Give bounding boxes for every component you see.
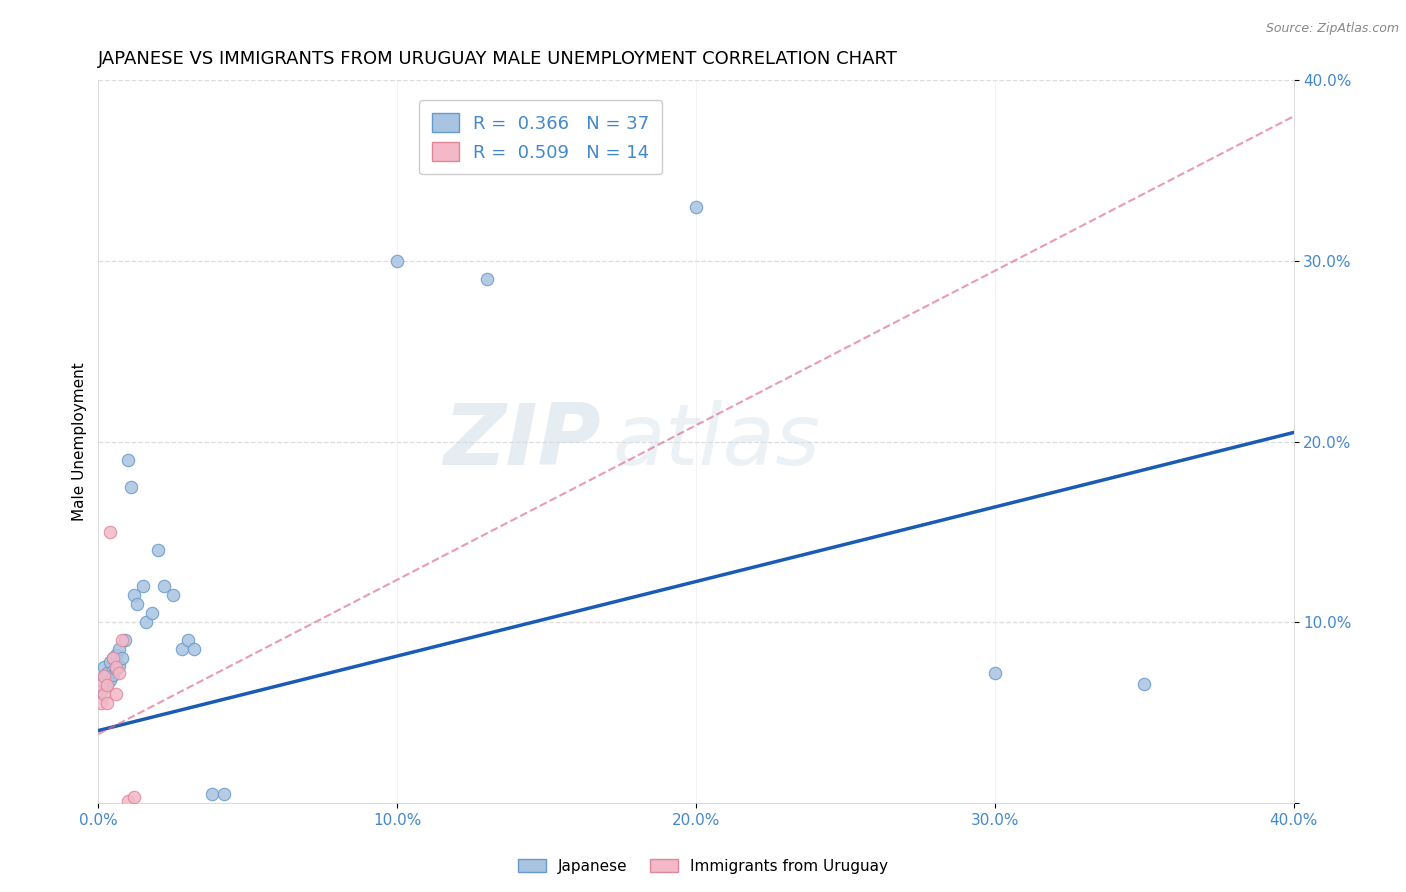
- Point: [93, 669, 115, 683]
- Point: [93, 687, 115, 701]
- Point: [135, 615, 157, 630]
- Point: [385, 254, 409, 268]
- Point: [117, 794, 139, 808]
- Point: [201, 787, 224, 801]
- Text: Source: ZipAtlas.com: Source: ZipAtlas.com: [1265, 22, 1399, 36]
- Point: [132, 579, 155, 593]
- Point: [105, 648, 128, 662]
- Point: [108, 665, 131, 680]
- Point: [1133, 676, 1156, 690]
- Point: [96, 678, 118, 692]
- Point: [212, 787, 235, 801]
- Point: [105, 660, 128, 674]
- Point: [475, 272, 498, 286]
- Point: [103, 651, 125, 665]
- Point: [90, 673, 112, 687]
- Point: [105, 687, 128, 701]
- Point: [108, 658, 131, 673]
- Point: [114, 633, 136, 648]
- Point: [98, 524, 122, 539]
- Point: [111, 633, 134, 648]
- Point: [93, 669, 115, 683]
- Point: [120, 480, 142, 494]
- Point: [103, 651, 125, 665]
- Text: ZIP: ZIP: [443, 400, 600, 483]
- Point: [148, 542, 170, 557]
- Point: [108, 642, 131, 657]
- Legend: R =  0.366   N = 37, R =  0.509   N = 14: R = 0.366 N = 37, R = 0.509 N = 14: [419, 100, 662, 174]
- Point: [96, 678, 118, 692]
- Point: [117, 452, 139, 467]
- Point: [124, 588, 146, 602]
- Text: atlas: atlas: [613, 400, 820, 483]
- Point: [127, 597, 149, 611]
- Point: [98, 673, 122, 687]
- Point: [984, 665, 1007, 680]
- Point: [183, 642, 205, 657]
- Point: [124, 790, 146, 805]
- Point: [103, 667, 125, 681]
- Point: [103, 664, 125, 678]
- Point: [90, 678, 112, 692]
- Y-axis label: Male Unemployment: Male Unemployment: [72, 362, 87, 521]
- Point: [96, 697, 118, 711]
- Point: [141, 606, 163, 620]
- Point: [153, 579, 176, 593]
- Point: [177, 633, 200, 648]
- Point: [162, 588, 184, 602]
- Text: JAPANESE VS IMMIGRANTS FROM URUGUAY MALE UNEMPLOYMENT CORRELATION CHART: JAPANESE VS IMMIGRANTS FROM URUGUAY MALE…: [98, 50, 898, 68]
- Point: [93, 660, 115, 674]
- Point: [90, 683, 112, 698]
- Point: [96, 665, 118, 680]
- Point: [685, 200, 707, 214]
- Point: [105, 662, 128, 676]
- Point: [172, 642, 194, 657]
- Point: [90, 697, 112, 711]
- Legend: Japanese, Immigrants from Uruguay: Japanese, Immigrants from Uruguay: [512, 853, 894, 880]
- Point: [98, 655, 122, 669]
- Point: [111, 651, 134, 665]
